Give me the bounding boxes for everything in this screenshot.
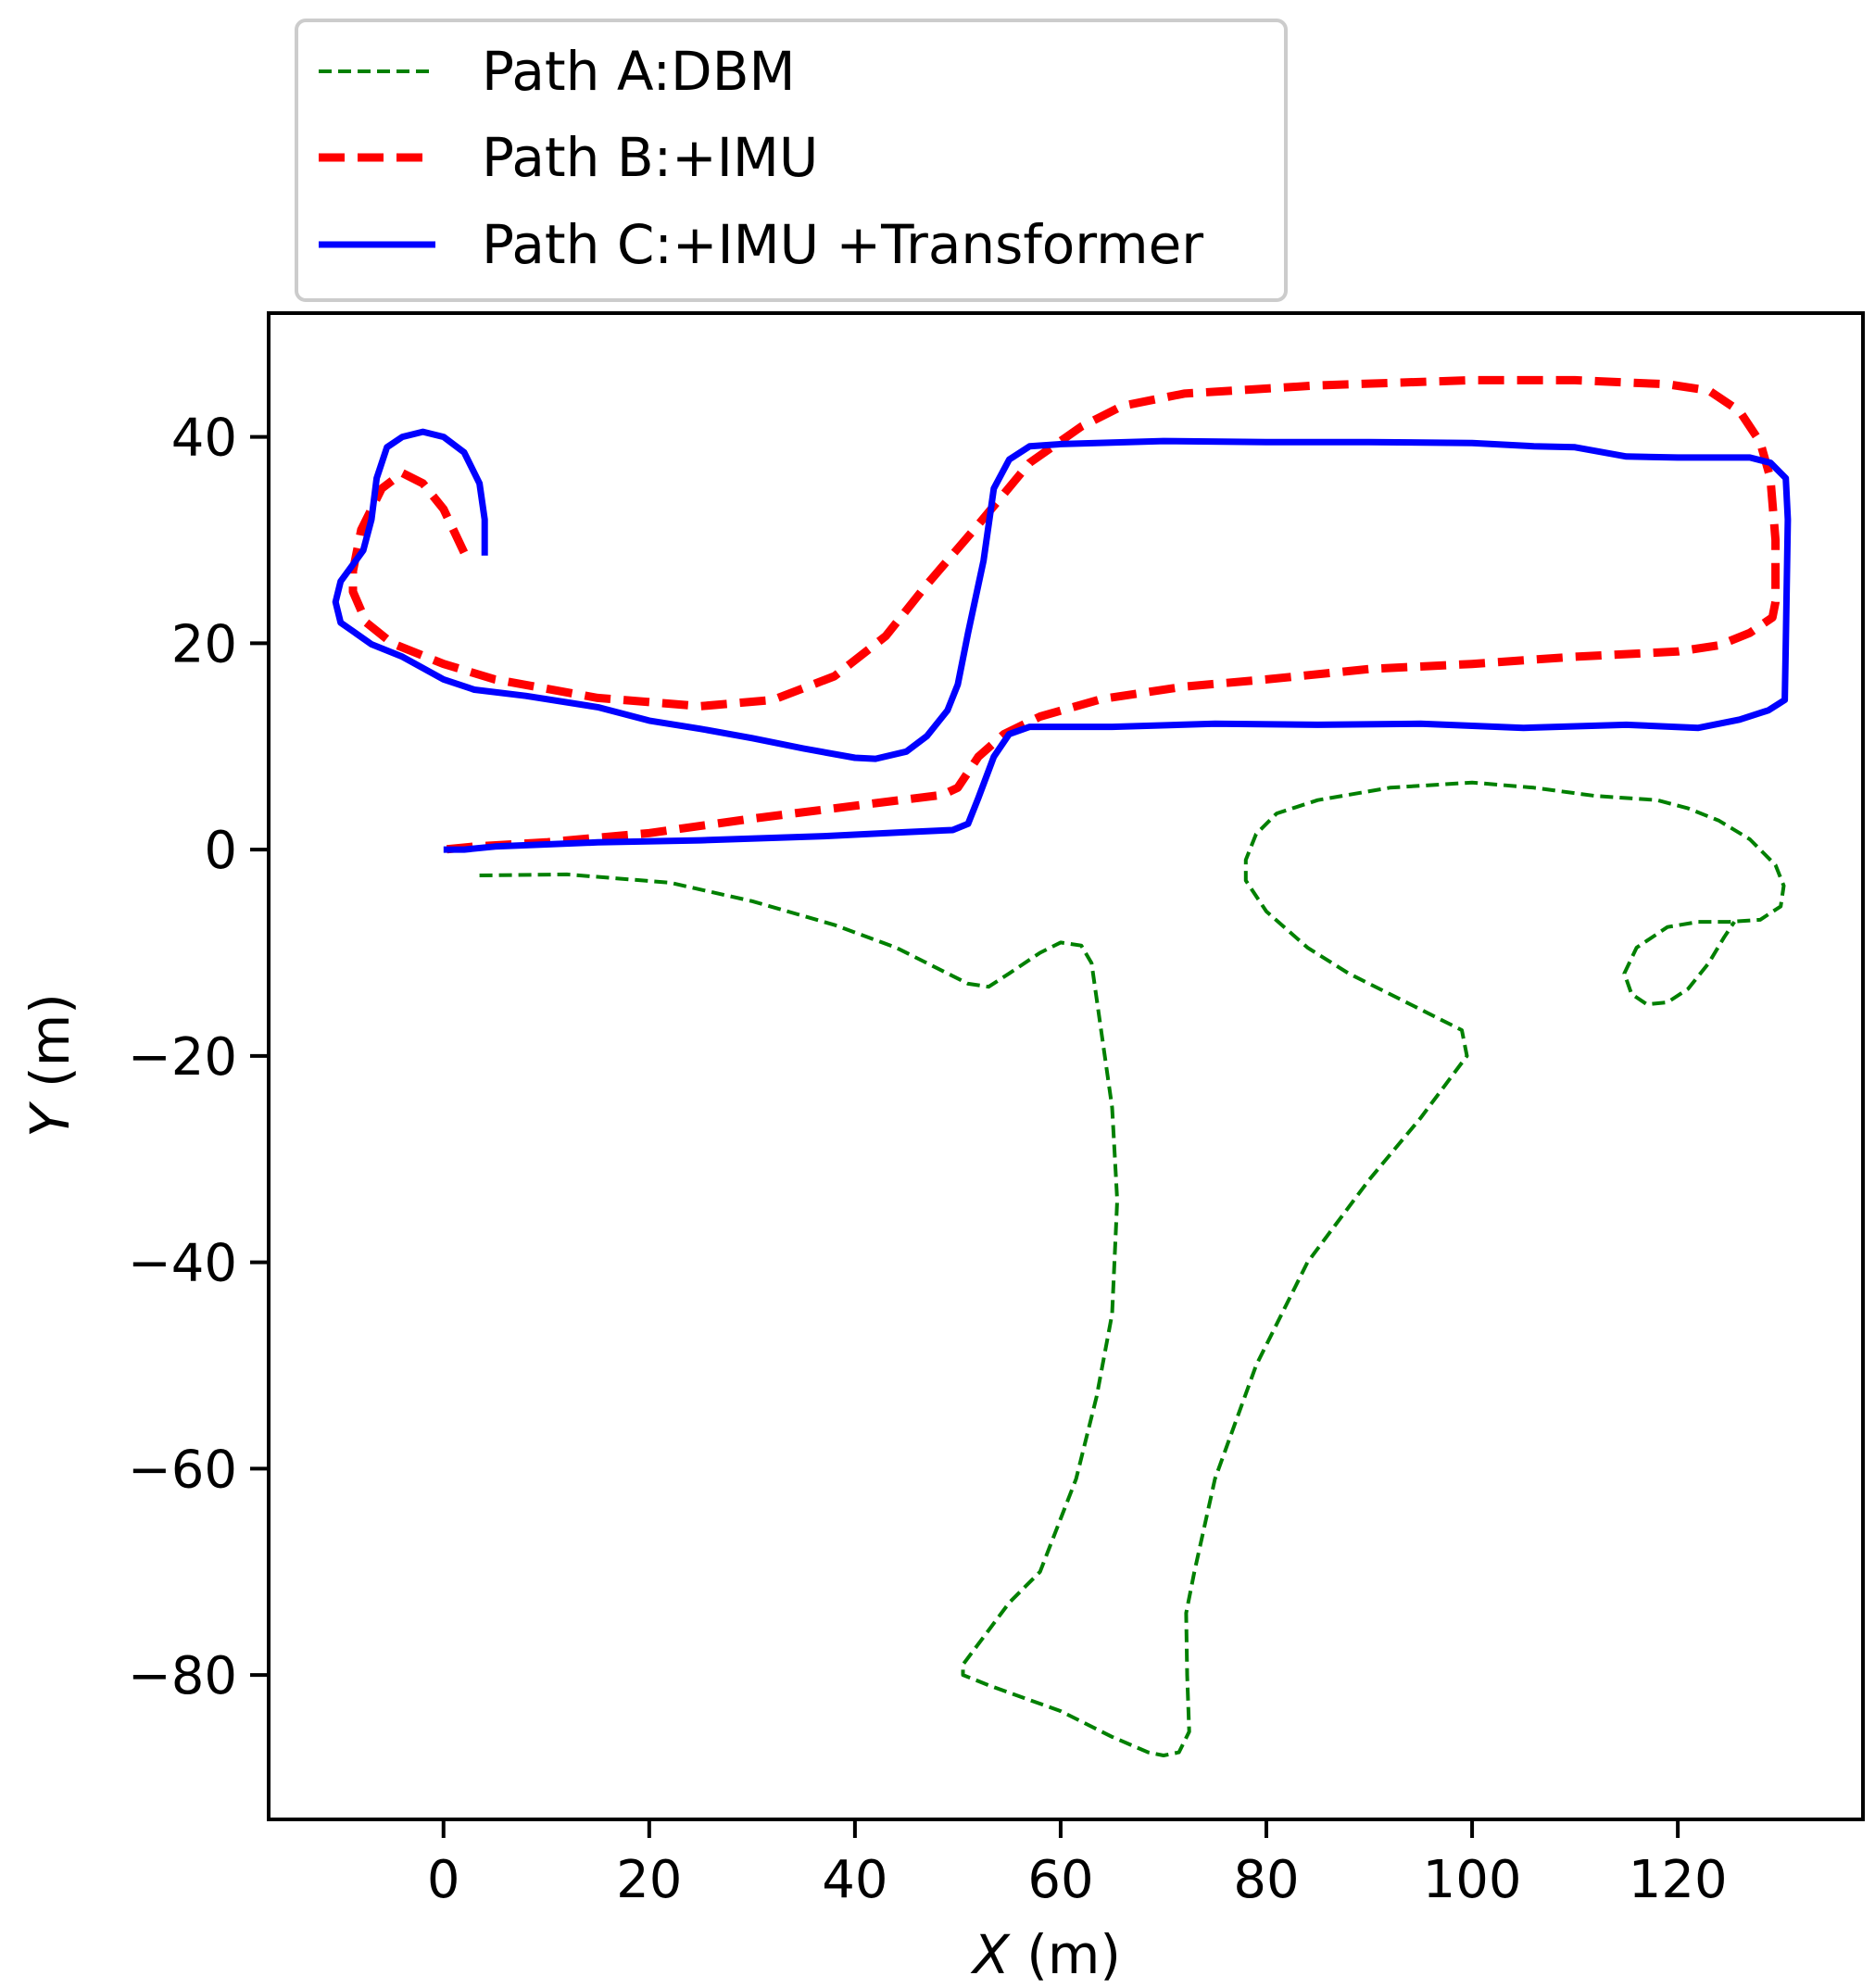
x-tick-label: 20 — [616, 1850, 682, 1910]
legend: Path A:DBM Path B:+IMU Path C:+IMU +Tran… — [295, 19, 1288, 302]
plot-frame — [267, 311, 1865, 1821]
x-axis-label-var: X — [970, 1923, 1011, 1986]
series-line-path-c — [332, 428, 1792, 853]
y-axis-label-var: Y — [19, 1101, 82, 1138]
series-line-path-a — [479, 780, 1786, 1757]
y-tick-label: −20 — [128, 1027, 237, 1088]
y-axis: 40 20 0 −20 −40 −60 −80 — [128, 409, 269, 1706]
x-axis-label: X (m) — [970, 1923, 1121, 1986]
series-line-path-b — [348, 375, 1781, 854]
x-axis-label-unit: (m) — [1010, 1923, 1121, 1986]
y-axis-label-unit: (m) — [19, 993, 82, 1104]
legend-label-path-a: Path A:DBM — [482, 40, 796, 103]
x-tick-label: 120 — [1629, 1850, 1728, 1910]
x-axis: 0 20 40 60 80 100 120 — [427, 1819, 1728, 1910]
y-tick-label: −60 — [128, 1440, 237, 1500]
y-tick-label: 0 — [204, 821, 237, 881]
x-tick-label: 80 — [1233, 1850, 1299, 1910]
x-tick-label: 100 — [1423, 1850, 1522, 1910]
y-axis-label: Y (m) — [19, 993, 82, 1138]
legend-box — [295, 19, 1288, 302]
x-tick-label: 40 — [822, 1850, 887, 1910]
legend-label-path-c: Path C:+IMU +Transformer — [482, 213, 1203, 276]
y-tick-label: 20 — [171, 614, 237, 674]
legend-label-path-b: Path B:+IMU — [482, 126, 818, 189]
x-tick-label: 0 — [427, 1850, 460, 1910]
x-tick-label: 60 — [1027, 1850, 1093, 1910]
y-tick-label: 40 — [171, 409, 237, 469]
y-tick-label: −80 — [128, 1646, 237, 1706]
series-layer — [332, 375, 1792, 1757]
y-tick-label: −40 — [128, 1234, 237, 1294]
